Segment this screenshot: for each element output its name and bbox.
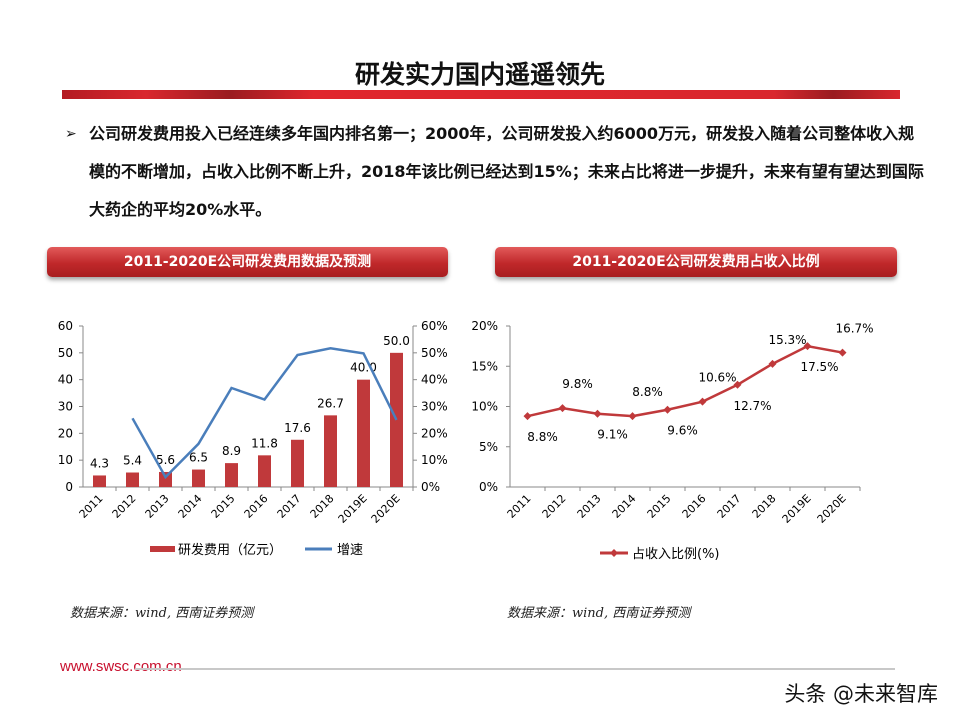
y2-tick-label: 50% xyxy=(421,346,448,360)
y-tick-label: 50 xyxy=(58,346,73,360)
diamond-marker xyxy=(803,342,812,351)
y-tick-label: 0% xyxy=(479,480,498,494)
data-source-left: 数据来源：wind, 西南证券预测 xyxy=(70,606,254,621)
ratio-line xyxy=(527,344,843,418)
x-tick-label: 2011 xyxy=(505,492,534,521)
bar-data-label: 11.8 xyxy=(251,436,278,450)
section-header-rd-expense: 2011-2020E公司研发费用数据及预测 xyxy=(47,247,448,277)
x-tick-label: 2013 xyxy=(575,492,604,521)
x-tick-label: 2012 xyxy=(540,492,569,521)
diamond-marker xyxy=(733,380,742,389)
x-tick-label: 2016 xyxy=(242,492,271,521)
x-tick-label: 2018 xyxy=(308,492,337,521)
footer-divider xyxy=(135,668,895,670)
diamond-marker xyxy=(558,404,567,413)
x-tick-label: 2015 xyxy=(645,492,674,521)
bar-data-label: 8.9 xyxy=(222,444,241,458)
y2-tick-label: 0% xyxy=(421,480,440,494)
y-tick-label: 20 xyxy=(58,426,73,440)
y2-tick-label: 20% xyxy=(421,426,448,440)
point-data-label: 17.5% xyxy=(800,360,838,374)
y-tick-label: 10 xyxy=(58,453,73,467)
y2-tick-label: 10% xyxy=(421,453,448,467)
point-data-label: 9.1% xyxy=(597,428,628,442)
y-tick-label: 15% xyxy=(471,359,498,373)
diamond-marker xyxy=(523,412,532,421)
x-tick-label: 2020E xyxy=(815,492,849,526)
bar xyxy=(126,472,139,487)
bar xyxy=(291,439,304,487)
y-tick-label: 20% xyxy=(471,319,498,333)
bar xyxy=(390,352,403,487)
y-tick-label: 0 xyxy=(65,480,73,494)
point-data-label: 12.7% xyxy=(733,399,771,413)
title-divider xyxy=(62,90,900,99)
point-data-label: 9.6% xyxy=(667,424,698,438)
point-data-label: 15.3% xyxy=(768,333,806,347)
bar-data-label: 26.7 xyxy=(317,396,344,410)
rd-ratio-chart: 0% 5% 10% 15% 20% 8.8% 2011 9.8% 2012 9.1% 2013 8.8… xyxy=(471,319,873,562)
growth-line xyxy=(131,347,398,480)
x-tick-label: 2017 xyxy=(715,492,744,521)
bullet-paragraph: ➢ 公司研发费用投入已经连续多年国内排名第一；2000年，公司研发投入约6000… xyxy=(65,115,925,229)
y-tick-label: 10% xyxy=(471,400,498,414)
y2-tick-label: 60% xyxy=(421,319,448,333)
diamond-marker xyxy=(698,397,707,406)
point-data-label: 8.8% xyxy=(632,385,663,399)
x-tick-label: 2019E xyxy=(336,492,370,526)
y-tick-label: 60 xyxy=(58,319,73,333)
x-tick-label: 2014 xyxy=(610,492,639,521)
section-header-rd-ratio: 2011-2020E公司研发费用占收入比例 xyxy=(495,247,897,277)
y-tick-label: 5% xyxy=(479,440,498,454)
x-tick-label: 2014 xyxy=(176,492,205,521)
legend-bar-swatch xyxy=(150,546,175,552)
bar xyxy=(192,469,205,487)
bar xyxy=(225,463,238,487)
x-tick-label: 2013 xyxy=(143,492,172,521)
bar-data-label: 5.6 xyxy=(156,453,175,467)
point-data-label: 10.6% xyxy=(698,371,736,385)
x-tick-label: 2017 xyxy=(275,492,304,521)
x-tick-label: 2012 xyxy=(110,492,139,521)
legend-line-label: 增速 xyxy=(337,543,363,558)
y-tick-label: 30 xyxy=(58,400,73,414)
y2-tick-label: 30% xyxy=(421,400,448,414)
x-tick-label: 2011 xyxy=(77,492,106,521)
bar xyxy=(357,379,370,487)
point-data-label: 16.7% xyxy=(835,322,873,336)
diamond-marker xyxy=(663,405,672,414)
x-tick-label: 2019E xyxy=(780,492,814,526)
bar xyxy=(159,471,172,487)
x-tick-label: 2015 xyxy=(209,492,238,521)
bar xyxy=(93,475,106,487)
watermark: 头条 @未来智库 xyxy=(784,682,938,706)
diamond-marker xyxy=(838,348,847,357)
y2-tick-label: 40% xyxy=(421,373,448,387)
diamond-marker xyxy=(593,409,602,418)
bar-data-label: 17.6 xyxy=(284,421,311,435)
footer-url[interactable]: www.swsc.com.cn xyxy=(60,658,182,675)
legend-bar-label: 研发费用（亿元） xyxy=(178,542,282,558)
bar-data-label: 4.3 xyxy=(90,456,109,470)
point-data-label: 8.8% xyxy=(527,430,558,444)
bar-data-label: 6.5 xyxy=(189,451,208,465)
y-tick-label: 40 xyxy=(58,373,73,387)
data-source-right: 数据来源：wind, 西南证券预测 xyxy=(507,606,691,621)
x-tick-label: 2018 xyxy=(750,492,779,521)
x-tick-label: 2020E xyxy=(369,492,403,526)
bar-data-label: 50.0 xyxy=(383,334,410,348)
bar-data-label: 5.4 xyxy=(123,454,142,468)
diamond-marker xyxy=(768,359,777,368)
bullet-text: 公司研发费用投入已经连续多年国内排名第一；2000年，公司研发投入约6000万元… xyxy=(89,124,924,219)
arrow-bullet-icon: ➢ xyxy=(65,126,77,142)
point-data-label: 9.8% xyxy=(562,377,593,391)
legend-label: 占收入比例(%) xyxy=(632,547,720,562)
rd-expense-chart: 0 10 20 30 40 50 60 0% 10% 20% 30% 40% 50% 60% 4.3 2011… xyxy=(58,319,448,558)
x-tick-label: 2016 xyxy=(680,492,709,521)
diamond-marker xyxy=(628,412,637,421)
bar xyxy=(258,455,271,487)
legend-diamond-icon xyxy=(610,549,618,557)
bar xyxy=(324,415,337,487)
page-title: 研发实力国内遥遥领先 xyxy=(354,60,605,89)
